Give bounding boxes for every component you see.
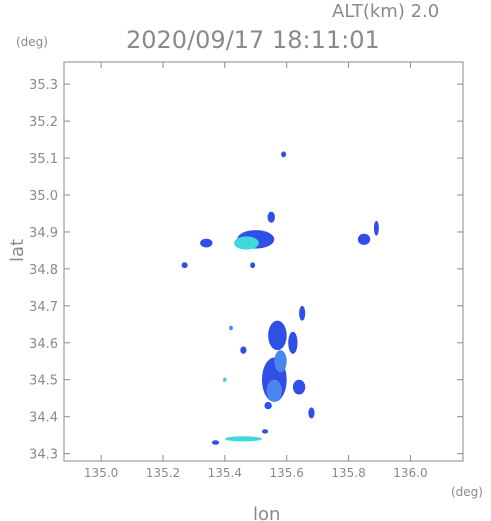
x-tick-label-3: 135.6 [270,466,304,480]
chart-title: 2020/09/17 18:11:01 [126,26,380,54]
plot-frame [63,61,464,462]
altitude-label: ALT(km) 2.0 [332,1,439,22]
echo-cell-14 [299,305,306,321]
echo-cell-7 [181,262,188,269]
echo-cell-9 [268,320,287,351]
x-axis-label: lon [253,504,280,521]
echo-cell-4 [281,151,287,158]
echo-cell-13 [288,331,298,354]
echo-cell-3 [200,238,213,248]
echo-layer [181,151,379,445]
tick-layer: 135.0 135.2 135.4 135.6 135.8 136.0 34.3 34.4 34… [29,62,463,480]
echo-cell-22 [211,440,220,445]
y-tick-label-3: 34.6 [29,337,58,352]
echo-cell-20 [229,325,233,331]
x-tick-label-5: 136.0 [393,466,427,480]
echo-cell-6 [373,220,379,236]
y-tick-label-10: 35.3 [29,78,58,93]
x-tick-label-4: 135.8 [331,466,365,480]
y-tick-label-0: 34.3 [29,448,58,463]
y-tick-label-1: 34.4 [29,411,58,426]
y-tick-label-8: 35.1 [29,152,58,167]
echo-cell-18 [240,346,247,354]
y-tick-label-5: 34.8 [29,263,58,278]
x-tick-label-0: 135.0 [84,466,118,480]
echo-cell-8 [250,262,256,269]
y-tick-label-4: 34.7 [29,300,58,315]
echo-cell-12 [266,379,283,402]
y-axis-label: lat [7,239,28,262]
echo-cell-17 [308,407,315,419]
y-tick-label-7: 35.0 [29,189,58,204]
y-tick-label-6: 34.9 [29,226,58,241]
echo-cell-19 [222,377,227,382]
echo-cell-5 [357,233,371,245]
x-tick-label-2: 135.4 [208,466,242,480]
y-tick-label-2: 34.5 [29,374,58,389]
echo-cell-2 [267,211,275,223]
echo-cell-11 [274,350,287,373]
echo-cell-21 [224,436,262,442]
x-tick-label-1: 135.2 [146,466,180,480]
y-unit-label: (deg) [16,35,48,49]
echo-cell-1 [234,236,259,250]
x-unit-label: (deg) [451,485,483,499]
echo-cell-15 [292,379,306,395]
echo-cell-23 [261,429,269,434]
y-tick-label-9: 35.2 [29,115,58,130]
echo-cell-16 [264,401,272,410]
